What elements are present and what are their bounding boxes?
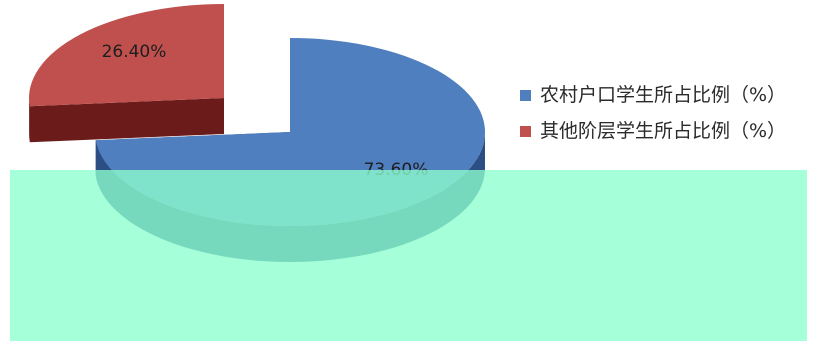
legend-swatch-other [520,126,531,137]
overlay-band [10,170,807,341]
pie-slice-1 [28,4,225,107]
legend-item-other: 其他阶层学生所占比例（%） [518,116,808,146]
legend-label-other: 其他阶层学生所占比例（%） [540,120,787,142]
pie-wall-1-0 [29,98,224,143]
legend-label-rural: 农村户口学生所占比例（%） [540,84,787,106]
legend-swatch-rural [520,90,531,101]
legend-item-rural: 农村户口学生所占比例（%） [518,80,808,110]
chart-legend: 农村户口学生所占比例（%） 其他阶层学生所占比例（%） [518,80,808,146]
pie-data-label-1: 26.40% [102,42,167,62]
pie-rim-1 [29,98,30,143]
